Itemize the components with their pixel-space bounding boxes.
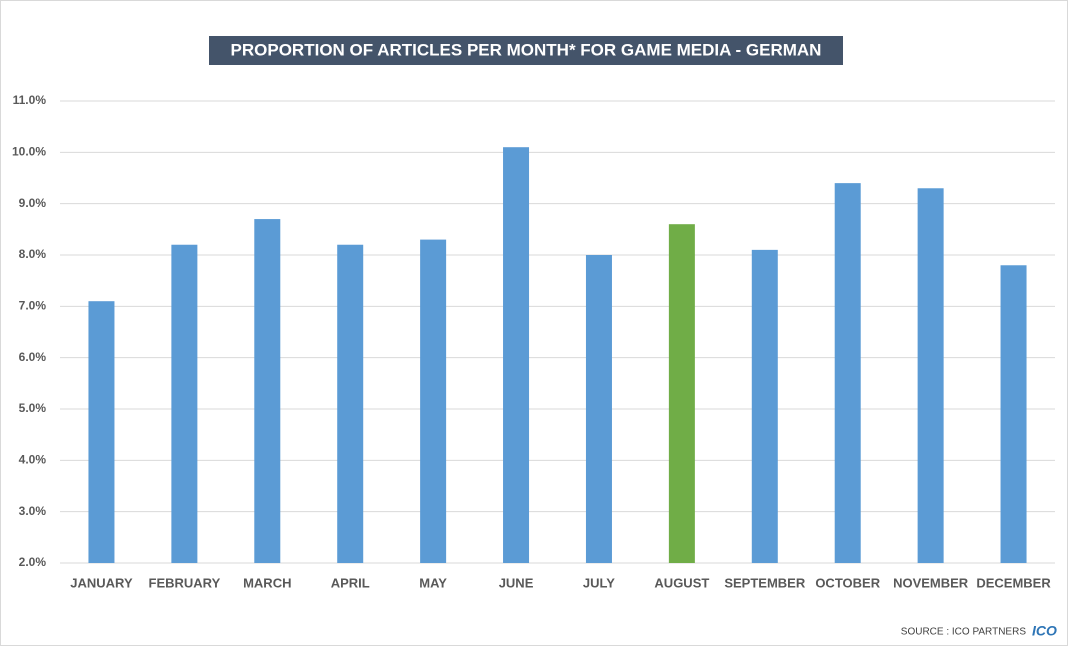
x-tick-label: SEPTEMBER	[724, 575, 806, 590]
bar	[254, 219, 281, 564]
bar	[751, 249, 778, 563]
y-tick-label: 9.0%	[19, 196, 47, 210]
x-tick-label: DECEMBER	[976, 575, 1051, 590]
bar	[1000, 265, 1027, 563]
x-tick-label: APRIL	[331, 575, 370, 590]
bar	[88, 301, 115, 563]
y-tick-label: 3.0%	[19, 504, 47, 518]
bar	[503, 147, 530, 563]
y-tick-label: 4.0%	[19, 453, 47, 467]
y-tick-label: 6.0%	[19, 350, 47, 364]
chart-title: PROPORTION OF ARTICLES PER MONTH* FOR GA…	[231, 40, 822, 59]
x-tick-label: JANUARY	[70, 575, 133, 590]
bar	[668, 224, 695, 563]
x-tick-label: FEBRUARY	[149, 575, 221, 590]
source: SOURCE : ICO PARTNERS	[901, 627, 1027, 638]
bar	[171, 244, 198, 563]
y-tick-label: 5.0%	[19, 401, 47, 415]
x-tick-label: MARCH	[243, 575, 291, 590]
bar	[420, 239, 447, 563]
bar	[834, 183, 861, 563]
x-tick-label: OCTOBER	[815, 575, 880, 590]
bar	[917, 188, 944, 563]
title-box	[209, 36, 843, 65]
y-tick-label: 11.0%	[13, 93, 47, 107]
y-tick-label: 2.0%	[19, 555, 47, 569]
x-tick-label: AUGUST	[654, 575, 709, 590]
x-tick-label: JULY	[583, 575, 615, 590]
x-tick-label: MAY	[419, 575, 447, 590]
y-tick-label: 7.0%	[19, 299, 47, 313]
x-tick-label: JUNE	[499, 575, 534, 590]
bar	[337, 244, 364, 563]
y-tick-label: 10.0%	[12, 145, 46, 159]
y-tick-label: 8.0%	[19, 247, 47, 261]
x-tick-label: NOVEMBER	[893, 575, 969, 590]
logo: ICO	[1032, 623, 1057, 639]
bar	[585, 255, 612, 563]
